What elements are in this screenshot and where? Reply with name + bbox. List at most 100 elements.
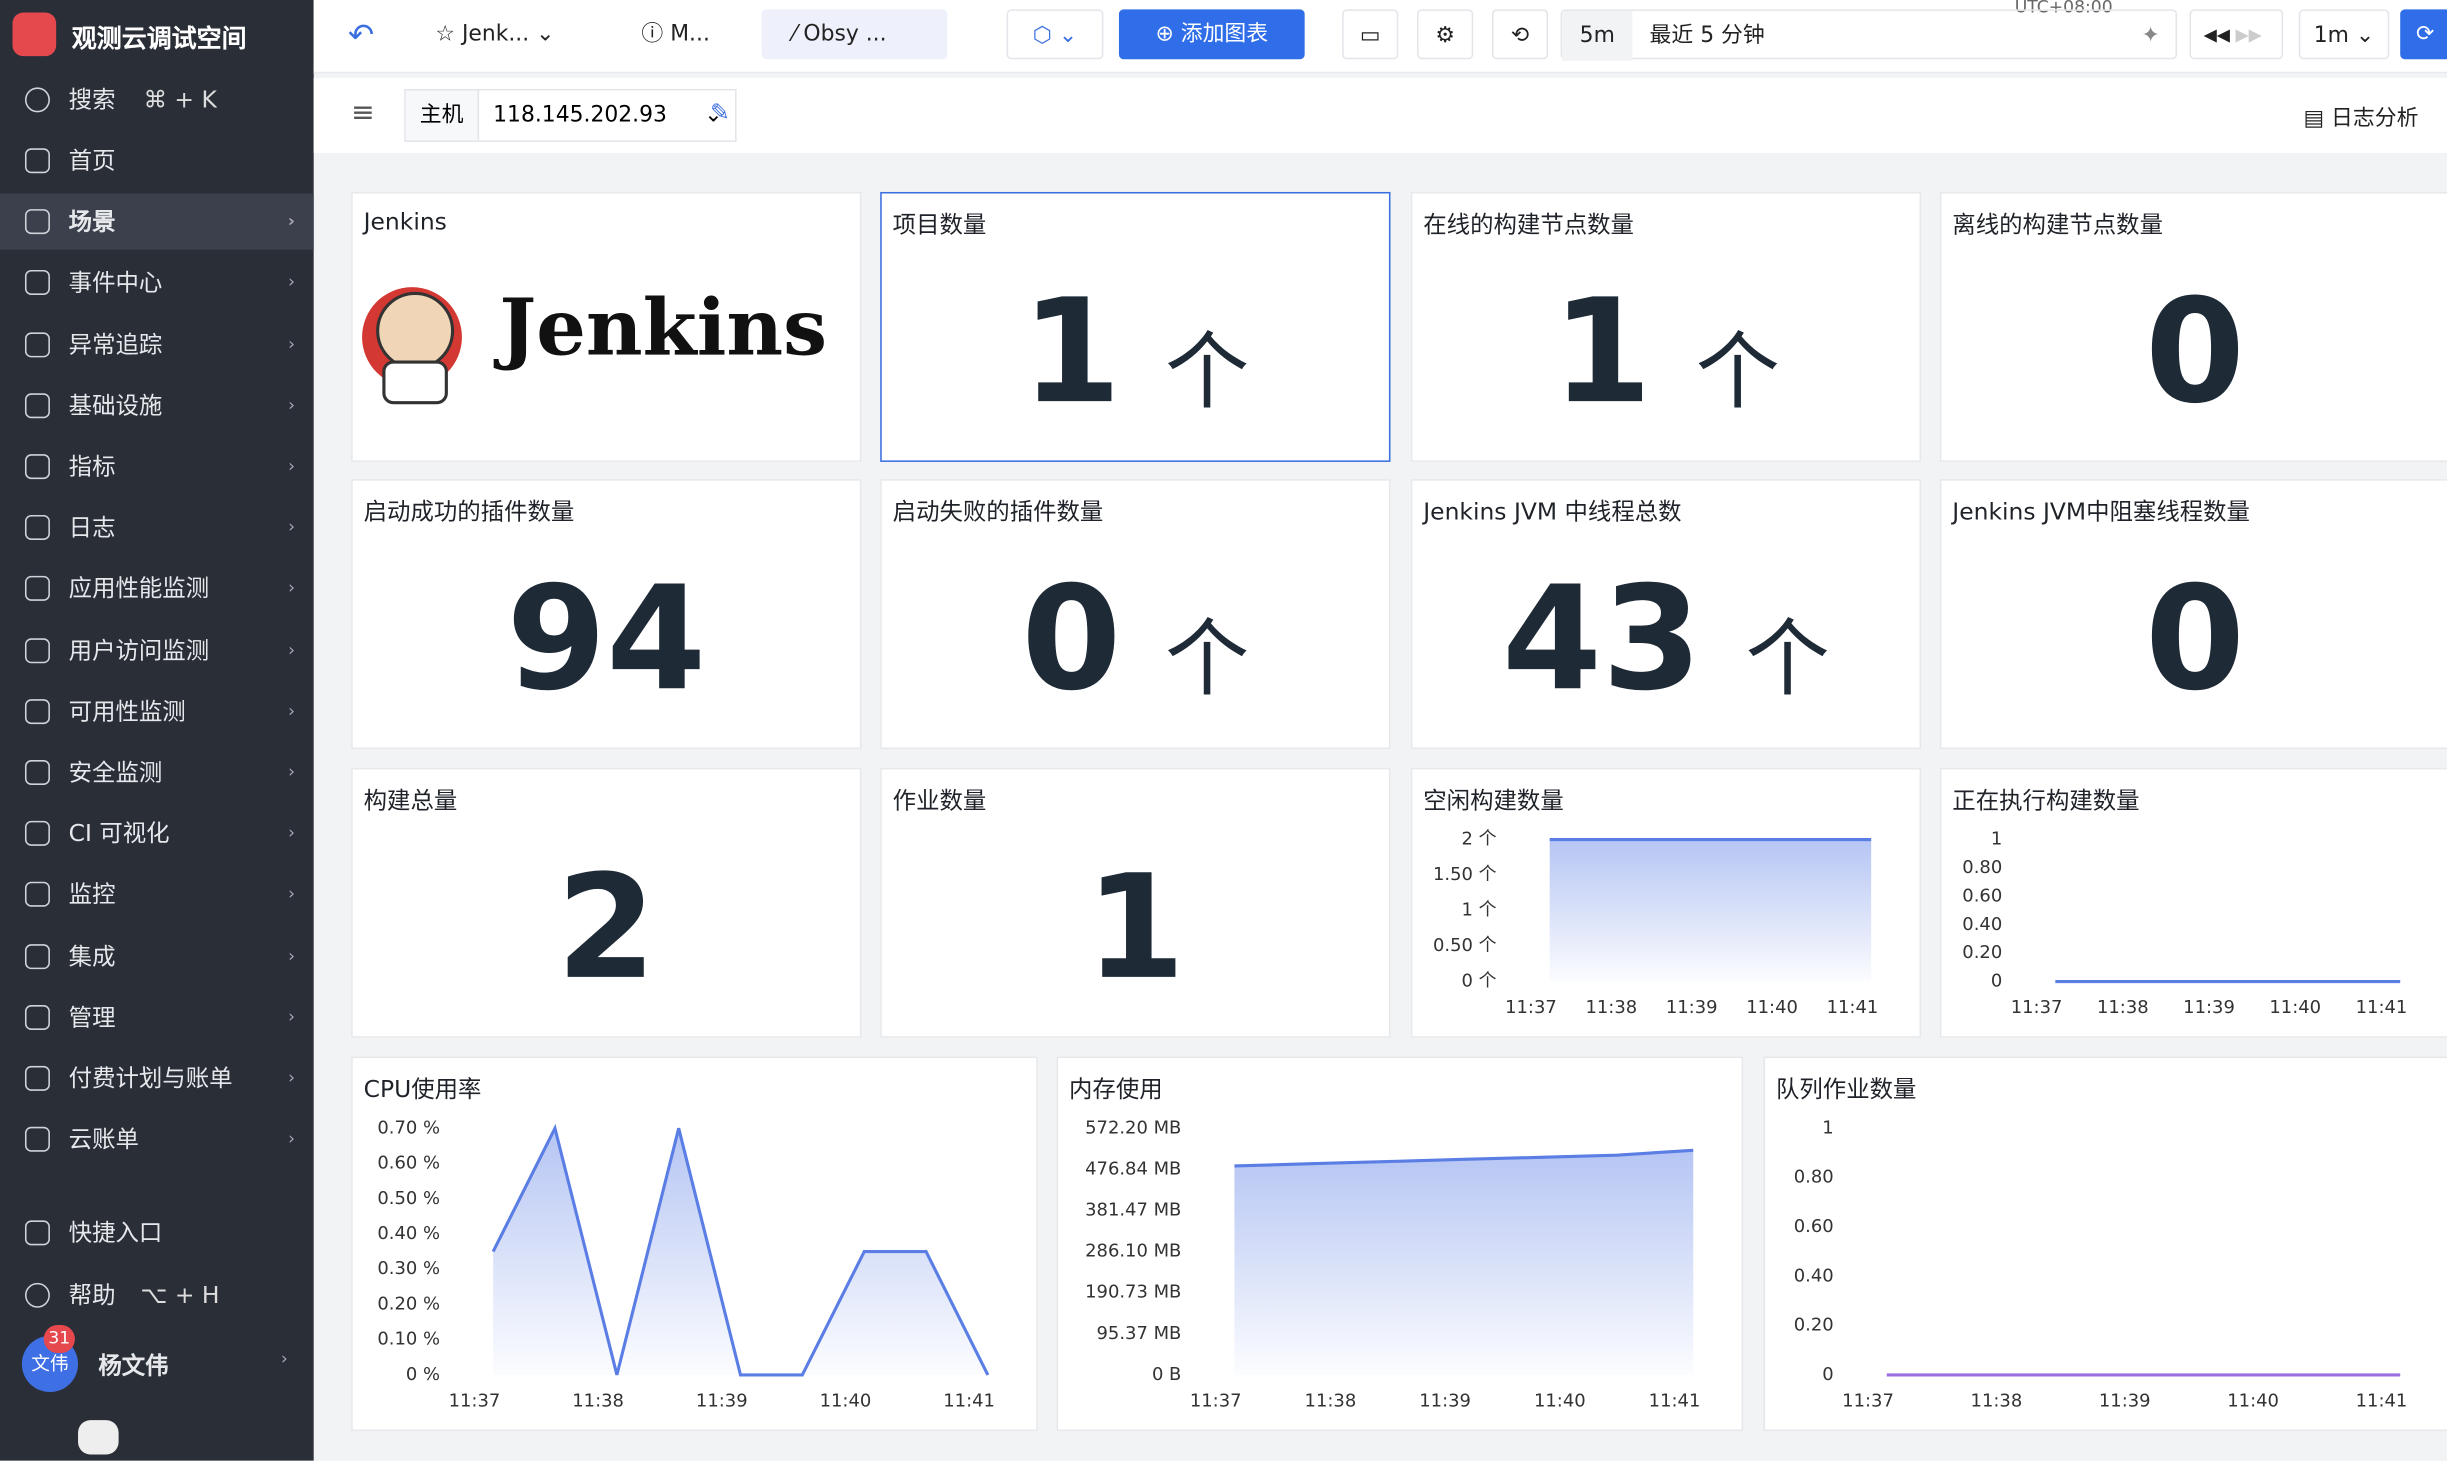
menu-item[interactable]: 应用性能监测 › [0,561,314,617]
y-tick-label: 286.10 MB [1085,1241,1181,1262]
x-tick-label: 11:39 [696,1390,748,1411]
range-label: 最近 5 分钟 [1649,23,1765,49]
y-tick-label: 190.73 MB [1085,1282,1181,1303]
y-tick-label: 1 个 [1462,900,1497,921]
y-tick-label: 0 个 [1462,971,1497,992]
menu-icon [24,1065,50,1091]
y-tick-label: 0.20 [1962,942,2002,963]
pin: ✦ [2141,23,2160,49]
history-button[interactable]: ⟲ [1491,9,1549,60]
tab[interactable]: ☆ Jenk... ⌄ [435,21,555,47]
panel: CPU使用率 0 % 0.10 % 0.20 % 0.30 % 0.40 % 0.50 % 0… [351,1056,1038,1432]
host-filter[interactable]: 主机 118.145.202.93 ⌄ [404,88,737,143]
menu-item[interactable]: 集成 › [0,928,314,984]
time-shift[interactable]: ◀◀ ▶▶ [2189,9,2284,60]
panel-title: 队列作业数量 [1775,1075,1917,1104]
settings-button[interactable]: ⚙ [1417,9,1474,60]
panel-title: 项目数量 [892,210,987,239]
menu-item[interactable]: 管理 › [0,989,314,1045]
menu-item[interactable]: 用户访问监测 › [0,622,314,678]
menu-label: 可用性监测 [68,697,186,726]
menu-icon [24,943,50,969]
stat-number: 2 [556,844,657,1012]
stat-number: 0 [2145,555,2245,723]
notification-badge: 31 [43,1324,75,1354]
menu-label: 云账单 [68,1125,139,1154]
tab-label: M... [670,21,710,47]
search[interactable]: 搜索 ⌘ + K [0,72,314,128]
menu-icon [24,821,50,847]
menu-icon [24,148,50,174]
menu-label: 日志 [68,513,116,542]
area [1234,1150,1694,1375]
x-tick-label: 11:37 [1842,1390,1894,1411]
tab-label: Obsy ... [803,21,887,47]
stat-number: 0 [1021,555,1122,723]
add-chart-button[interactable]: ⊕ 添加图表 [1118,9,1305,60]
y-tick-label: 0.80 [1794,1167,1834,1188]
y-tick-label: 1 [1991,829,2002,850]
menu-arrow: › [288,1006,295,1027]
time-range[interactable]: 5m 最近 5 分钟 ✦ [1560,9,2178,61]
line-chart: 0 % 0.10 % 0.20 % 0.30 % 0.40 % 0.50 % 0.60 % 0… [377,1117,995,1411]
toolbar: ↶ ☆ Jenk... ⌄ ⓘ M... ⁄ Obsy ... ⬡ ⌄ ⊕ 添加… [313,0,2447,74]
menu-arrow: › [288,394,295,415]
menu-item[interactable]: 场景 › [0,193,314,250]
help[interactable]: 帮助 ⌥ + H [0,1267,314,1323]
edit-icon[interactable]: ✎ [710,98,730,127]
y-tick-label: 0.40 % [377,1223,440,1244]
filter-icon[interactable]: ≡ [351,96,375,130]
menu-item[interactable]: 异常追踪 › [0,316,314,372]
menu-arrow: › [288,822,295,844]
menu-item[interactable]: 付费计划与账单 › [0,1050,314,1106]
menu-label: 付费计划与账单 [68,1064,233,1093]
x-tick-label: 11:40 [2227,1390,2279,1411]
menu-item[interactable]: 指标 › [0,439,314,495]
panel-title: 空闲构建数量 [1423,786,1564,815]
x-tick-label: 11:37 [1505,997,1557,1018]
x-tick-label: 11:38 [1585,997,1637,1018]
menu-label: 管理 [68,1003,116,1032]
jenkins-logo: Jenkins [362,282,827,405]
menu-item[interactable]: CI 可视化 › [0,806,314,862]
menu-item[interactable]: 首页 [0,133,314,189]
menu-item[interactable]: 事件中心 › [0,255,314,311]
bot-icon[interactable] [78,1420,119,1455]
x-tick-label: 11:39 [2099,1390,2151,1411]
back-button[interactable]: ↶ [348,15,375,54]
line [1234,1148,1694,1168]
menu-item[interactable]: 可用性监测 › [0,683,314,739]
refresh-button[interactable]: ⟳ [2400,9,2447,60]
stat-number: 1 [1551,268,1652,436]
stat-value: 1 [882,844,1389,1011]
x-tick-label: 11:40 [1534,1390,1586,1411]
menu-item[interactable]: 日志 › [0,500,314,556]
stat-value: 94 [353,556,860,723]
x-tick-label: 11:39 [2183,997,2235,1018]
stat-number: 1 [1021,268,1122,436]
refresh-interval[interactable]: 1m ⌄ [2298,9,2390,60]
sidebar: 观测云调试空间 搜索 ⌘ + K 首页 场景 › 事件中心 › 异常追踪 › 基础设施 › 指标 › 日… [0,0,314,1461]
menu-arrow: › [288,761,295,782]
log-analysis[interactable]: ▤ 日志分析 [2303,106,2419,132]
tab[interactable]: ⓘ M... [641,21,710,47]
present-button[interactable]: ▭ [1342,9,1399,60]
help-shortcut: ⌥ + H [140,1281,220,1310]
stat-unit: 个 [1695,323,1780,422]
panel: 构建总量 2 [351,767,862,1038]
view-switch[interactable]: ⬡ ⌄ [1006,9,1104,60]
menu-label: 基础设施 [68,391,163,420]
filter-label: 主机 [405,90,480,141]
line-chart: 0 0.20 0.40 0.60 0.80 1 11:37 11:38 11:39 11:40 11… [1962,829,2407,1019]
menu-item[interactable]: 安全监测 › [0,744,314,800]
menu-item[interactable]: 基础设施 › [0,377,314,433]
y-tick-label: 0 [1991,971,2002,992]
shortcut[interactable]: 快捷入口 [0,1205,314,1261]
y-tick-label: 572.20 MB [1085,1117,1181,1138]
menu-item[interactable]: 云账单 › [0,1111,314,1167]
tab[interactable]: ⁄ Obsy ... [761,9,948,60]
menu-item[interactable]: 监控 › [0,867,314,923]
line [491,1123,990,1377]
